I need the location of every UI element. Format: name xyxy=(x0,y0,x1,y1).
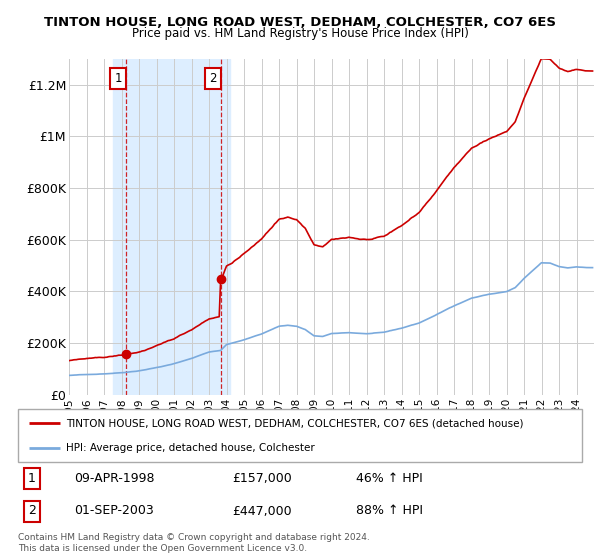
Text: HPI: Average price, detached house, Colchester: HPI: Average price, detached house, Colc… xyxy=(66,442,314,452)
Text: TINTON HOUSE, LONG ROAD WEST, DEDHAM, COLCHESTER, CO7 6ES (detached house): TINTON HOUSE, LONG ROAD WEST, DEDHAM, CO… xyxy=(66,418,523,428)
Text: 2: 2 xyxy=(28,505,36,517)
Text: 1: 1 xyxy=(28,472,36,485)
Bar xyxy=(113,59,230,395)
Text: 88% ↑ HPI: 88% ↑ HPI xyxy=(356,505,424,517)
Text: 09-APR-1998: 09-APR-1998 xyxy=(74,472,155,485)
Text: £447,000: £447,000 xyxy=(232,505,292,517)
Text: TINTON HOUSE, LONG ROAD WEST, DEDHAM, COLCHESTER, CO7 6ES: TINTON HOUSE, LONG ROAD WEST, DEDHAM, CO… xyxy=(44,16,556,29)
Text: 01-SEP-2003: 01-SEP-2003 xyxy=(74,505,154,517)
Text: 2: 2 xyxy=(209,72,217,85)
Text: Price paid vs. HM Land Registry's House Price Index (HPI): Price paid vs. HM Land Registry's House … xyxy=(131,27,469,40)
Text: 1: 1 xyxy=(115,72,122,85)
Text: 46% ↑ HPI: 46% ↑ HPI xyxy=(356,472,423,485)
Text: £157,000: £157,000 xyxy=(232,472,292,485)
Text: Contains HM Land Registry data © Crown copyright and database right 2024.
This d: Contains HM Land Registry data © Crown c… xyxy=(18,533,370,553)
